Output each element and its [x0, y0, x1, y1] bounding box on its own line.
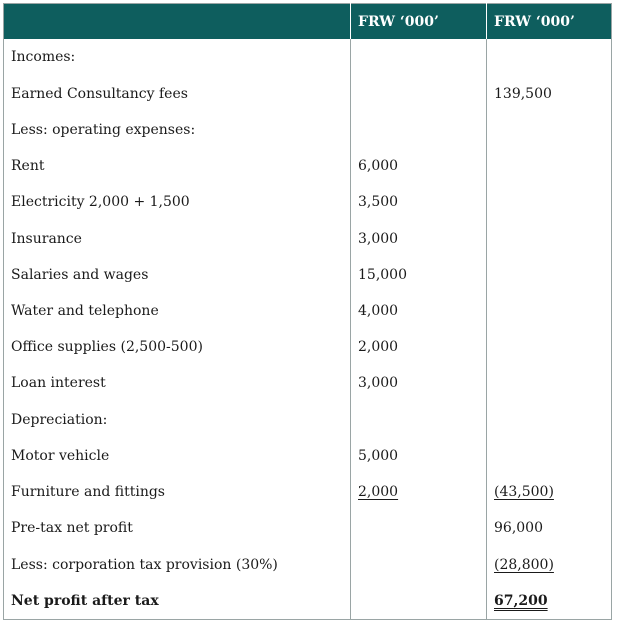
table-row: Insurance 3,000: [3, 220, 612, 257]
header-frw-col-1: FRW ‘000’: [350, 3, 487, 40]
row-value-col-2: [487, 148, 612, 184]
table-row: Loan interest 3,000: [3, 365, 612, 402]
table-row: Office supplies (2,500-500) 2,000: [3, 329, 612, 366]
row-value-col-2: [487, 293, 612, 329]
table-row: Less: corporation tax provision (30%) (2…: [3, 546, 612, 583]
row-label: Less: corporation tax provision (30%): [3, 546, 351, 583]
row-label: Pre-tax net profit: [3, 510, 351, 547]
row-label: Salaries and wages: [3, 256, 351, 293]
row-value-col-1: 2,000: [350, 329, 487, 366]
row-label: Furniture and fittings: [3, 474, 351, 511]
row-label: Electricity 2,000 + 1,500: [3, 184, 351, 221]
row-value-col-2: 67,200: [494, 592, 548, 609]
row-label: Rent: [3, 147, 351, 185]
row-value-col-2: [487, 112, 612, 148]
table-row: Rent 6,000: [3, 147, 612, 185]
header-frw-col-2: FRW ‘000’: [486, 3, 612, 40]
row-value-col-2: 139,500: [494, 85, 552, 102]
table-row: Pre-tax net profit 96,000: [3, 510, 612, 547]
row-value-col-1: 15,000: [350, 256, 487, 293]
table-row: Furniture and fittings 2,000 (43,500): [3, 474, 612, 511]
row-value-col-1: [350, 39, 487, 76]
row-label: Depreciation:: [3, 401, 351, 438]
row-value-col-2: [487, 220, 612, 256]
row-value-col-2: [487, 39, 612, 75]
row-value-col-1: 4,000: [350, 292, 487, 330]
row-value-col-2: [487, 257, 612, 293]
row-value-col-1: [350, 510, 487, 547]
row-value-col-2: [487, 184, 612, 220]
table-header-row: FRW ‘000’ FRW ‘000’: [3, 3, 612, 40]
row-value-col-2: [487, 329, 612, 365]
table-row: Depreciation:: [3, 401, 612, 438]
income-statement-table: FRW ‘000’ FRW ‘000’ Incomes: Earned Cons…: [3, 3, 612, 620]
table-row: Earned Consultancy fees 139,500: [3, 75, 612, 112]
table-row: Incomes:: [3, 39, 612, 76]
row-label: Earned Consultancy fees: [3, 75, 351, 112]
row-value-col-2: (43,500): [494, 484, 554, 501]
row-value-col-1: 3,000: [350, 365, 487, 402]
row-label: Motor vehicle: [3, 437, 351, 475]
row-value-col-2: (28,800): [494, 556, 554, 573]
row-label: Less: operating expenses:: [3, 111, 351, 148]
row-value-col-2: [487, 402, 612, 438]
row-label: Office supplies (2,500-500): [3, 329, 351, 366]
row-value-col-1: 2,000: [350, 474, 487, 511]
table-row: Salaries and wages 15,000: [3, 256, 612, 293]
row-label: Incomes:: [3, 39, 351, 76]
row-value-col-2: [487, 365, 612, 401]
row-value-col-1: [350, 75, 487, 112]
row-label: Loan interest: [3, 365, 351, 402]
row-value-col-1: [350, 546, 487, 583]
table-row-total: Net profit after tax 67,200: [3, 582, 612, 620]
row-label: Water and telephone: [3, 292, 351, 330]
row-label: Net profit after tax: [3, 582, 351, 620]
row-value-col-1: 5,000: [350, 437, 487, 475]
row-value-col-1: 3,000: [350, 220, 487, 257]
row-value-col-1: 3,500: [350, 184, 487, 221]
row-value-col-1: [350, 401, 487, 438]
row-value-col-1: [350, 111, 487, 148]
row-label: Insurance: [3, 220, 351, 257]
row-value-col-1: 6,000: [350, 147, 487, 185]
table-row: Less: operating expenses:: [3, 111, 612, 148]
table-row: Water and telephone 4,000: [3, 292, 612, 330]
row-value-col-2: [487, 438, 612, 474]
row-value-col-2: 96,000: [494, 520, 543, 537]
table-row: Motor vehicle 5,000: [3, 437, 612, 475]
row-value-col-1: [350, 582, 487, 620]
table-row: Electricity 2,000 + 1,500 3,500: [3, 184, 612, 221]
header-label-cell: [3, 3, 351, 40]
